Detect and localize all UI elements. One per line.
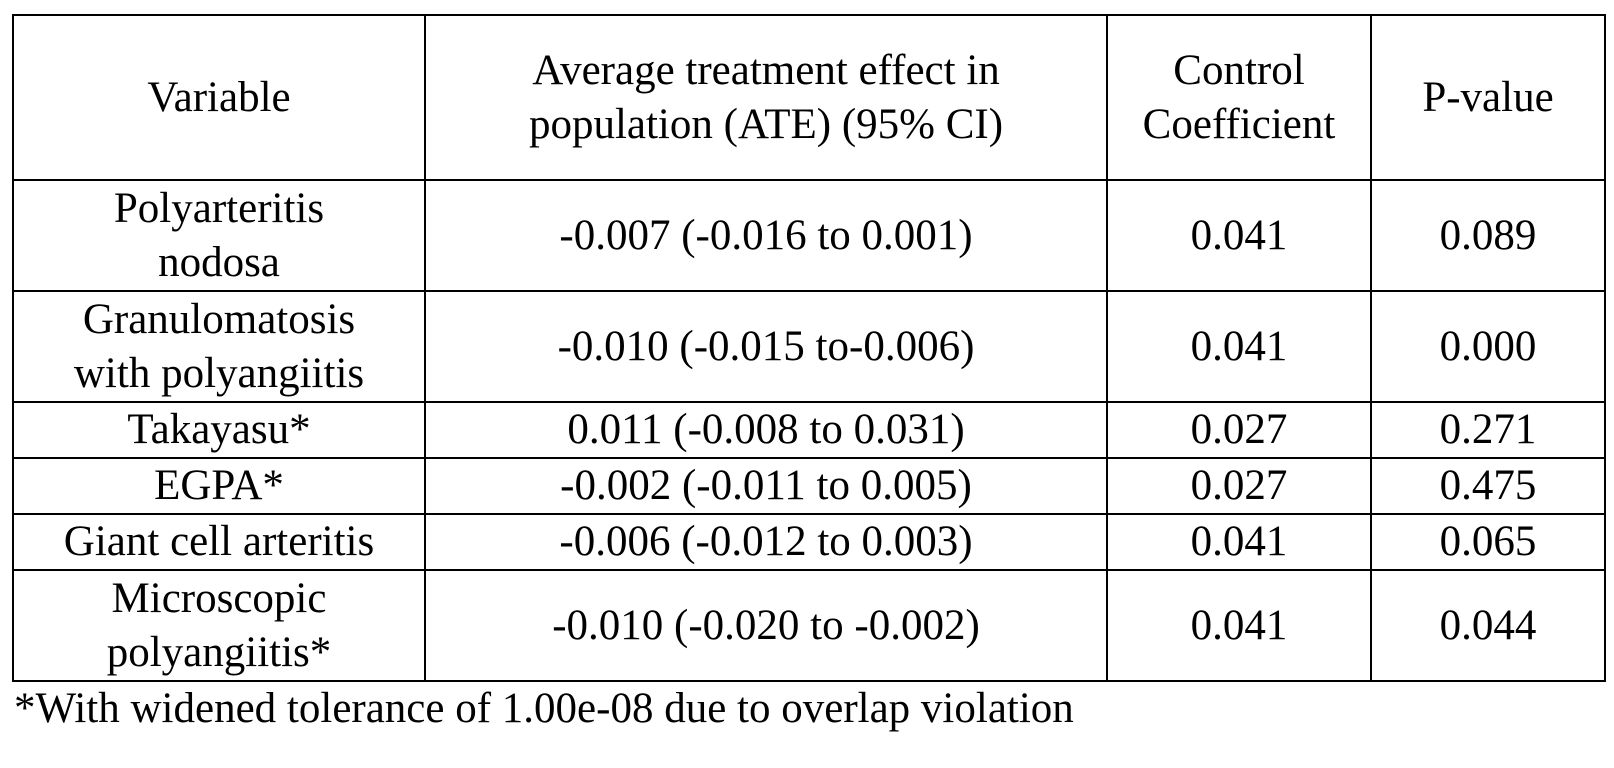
cell-control: 0.027 [1106,401,1372,459]
cell-control: 0.041 [1106,290,1372,403]
cell-control: 0.027 [1106,457,1372,515]
header-ate: Average treatment effect in population (… [424,14,1108,181]
results-table: Variable Average treatment effect in pop… [12,14,1606,682]
cell-p-value: 0.044 [1370,569,1606,682]
cell-ate: -0.002 (-0.011 to 0.005) [424,457,1108,515]
cell-variable: EGPA* [12,457,426,515]
cell-ate: -0.010 (-0.020 to -0.002) [424,569,1108,682]
table-row: Granulomatosis with polyangiitis -0.010 … [12,290,1606,403]
header-row: Variable Average treatment effect in pop… [12,14,1606,181]
table-row: Microscopic polyangiitis* -0.010 (-0.020… [12,569,1606,682]
cell-p-value: 0.089 [1370,179,1606,292]
cell-p-value: 0.475 [1370,457,1606,515]
cell-control: 0.041 [1106,569,1372,682]
table-row: Giant cell arteritis -0.006 (-0.012 to 0… [12,513,1606,571]
cell-variable: Takayasu* [12,401,426,459]
table-row: Takayasu* 0.011 (-0.008 to 0.031) 0.027 … [12,401,1606,459]
cell-ate: -0.007 (-0.016 to 0.001) [424,179,1108,292]
cell-ate: 0.011 (-0.008 to 0.031) [424,401,1108,459]
cell-variable: Microscopic polyangiitis* [12,569,426,682]
cell-p-value: 0.271 [1370,401,1606,459]
cell-variable: Polyarteritis nodosa [12,179,426,292]
cell-p-value: 0.000 [1370,290,1606,403]
cell-control: 0.041 [1106,179,1372,292]
table-footnote: *With widened tolerance of 1.00e-08 due … [14,685,1074,732]
cell-variable: Giant cell arteritis [12,513,426,571]
cell-variable: Granulomatosis with polyangiitis [12,290,426,403]
cell-p-value: 0.065 [1370,513,1606,571]
cell-control: 0.041 [1106,513,1372,571]
header-p-value: P-value [1370,14,1606,181]
cell-ate: -0.006 (-0.012 to 0.003) [424,513,1108,571]
table-row: EGPA* -0.002 (-0.011 to 0.005) 0.027 0.4… [12,457,1606,515]
header-variable: Variable [12,14,426,181]
table-row: Polyarteritis nodosa -0.007 (-0.016 to 0… [12,179,1606,292]
cell-ate: -0.010 (-0.015 to-0.006) [424,290,1108,403]
header-control-coefficient: Control Coefficient [1106,14,1372,181]
